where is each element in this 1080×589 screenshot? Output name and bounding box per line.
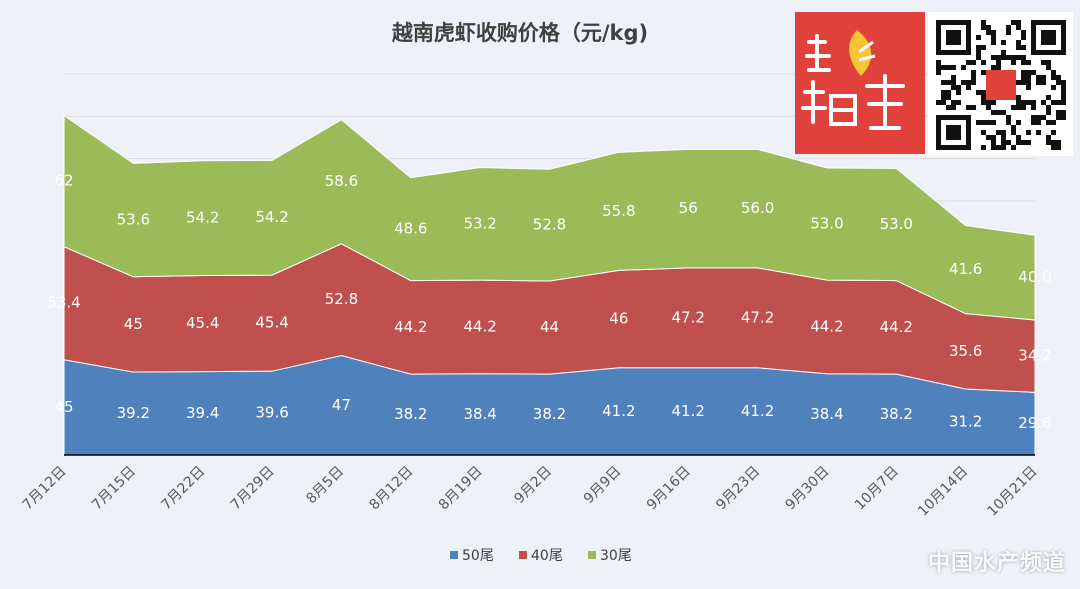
- x-tick-label: 8月5日: [303, 463, 347, 507]
- x-tick-label: 10月14日: [915, 463, 971, 519]
- data-label: 44.2: [463, 317, 496, 335]
- data-label: 29.6: [1018, 414, 1051, 432]
- data-label: 41.2: [741, 402, 774, 420]
- data-label: 39.2: [117, 404, 150, 422]
- area-series: [63, 114, 1036, 456]
- data-label: 38.4: [810, 405, 843, 423]
- data-label: 53.4: [47, 294, 80, 312]
- data-label: 52.8: [533, 216, 566, 234]
- data-label: 45: [54, 398, 73, 416]
- x-axis-ticks: 7月12日 7月15日 7月22日 7月29日 8月5日 8月12日 8月19日 9月2日 9月…: [20, 463, 1041, 519]
- data-label: 53.0: [810, 215, 843, 233]
- legend-swatch: [588, 551, 596, 559]
- data-label: 53.0: [880, 215, 913, 233]
- data-label: 38.4: [463, 405, 496, 423]
- data-label: 53.6: [117, 211, 150, 229]
- data-label: 46: [609, 310, 628, 328]
- x-tick-label: 9月2日: [511, 463, 555, 507]
- x-tick-label: 9月16日: [644, 463, 694, 513]
- fish-logo-icon: [795, 12, 925, 154]
- data-label: 38.2: [394, 405, 427, 423]
- data-label: 56: [679, 199, 698, 217]
- data-label: 41.6: [949, 260, 982, 278]
- legend-swatch: [450, 551, 458, 559]
- x-tick-label: 7月12日: [20, 463, 70, 513]
- x-tick-label: 10月21日: [984, 463, 1040, 519]
- data-label: 38.2: [533, 405, 566, 423]
- data-label: 45: [124, 315, 143, 333]
- data-label: 35.6: [949, 342, 982, 360]
- data-label: 54.2: [255, 208, 288, 226]
- data-label: 56.0: [741, 199, 774, 217]
- data-label: 41.2: [602, 402, 635, 420]
- legend-label: 50尾: [462, 548, 494, 564]
- x-tick-label: 7月15日: [89, 463, 139, 513]
- data-label: 53.2: [463, 214, 496, 232]
- data-label: 44.2: [810, 317, 843, 335]
- data-label: 44: [540, 318, 559, 336]
- chart-title: 越南虎虾收购价格（元/kg): [391, 21, 648, 45]
- data-label: 39.4: [186, 404, 219, 422]
- fish-logo: [795, 12, 925, 154]
- data-label: 54.2: [186, 209, 219, 227]
- x-tick-label: 10月7日: [852, 463, 902, 513]
- data-label: 45.4: [255, 314, 288, 332]
- qr-code-pattern: [936, 20, 1066, 150]
- x-tick-label: 9月9日: [581, 463, 625, 507]
- x-tick-label: 8月19日: [436, 463, 486, 513]
- data-label: 31.2: [949, 412, 982, 430]
- x-tick-label: 9月23日: [713, 463, 763, 513]
- data-label: 41.2: [672, 402, 705, 420]
- x-tick-label: 7月22日: [158, 463, 208, 513]
- legend-label: 40尾: [531, 548, 563, 564]
- watermark: 中国水产频道: [927, 551, 1066, 576]
- data-labels: 45 39.2 39.4 39.6 47 38.2 38.4 38.2 41.2 41.2 41.2…: [47, 172, 1051, 433]
- data-label: 55.8: [602, 202, 635, 220]
- area-30尾: [63, 114, 1036, 321]
- data-label: 47.2: [672, 308, 705, 326]
- qr-code-icon: [928, 12, 1073, 156]
- data-label: 34.2: [1018, 347, 1051, 365]
- data-label: 47.2: [741, 308, 774, 326]
- data-label: 52.8: [325, 290, 358, 308]
- legend-label: 30尾: [600, 548, 632, 564]
- x-tick-label: 9月30日: [783, 463, 833, 513]
- data-label: 39.6: [255, 404, 288, 422]
- legend-swatch: [519, 551, 527, 559]
- data-label: 44.2: [394, 318, 427, 336]
- x-tick-label: 8月12日: [366, 463, 416, 513]
- data-label: 45.4: [186, 314, 219, 332]
- legend: 50尾 40尾 30尾: [450, 548, 632, 564]
- data-label: 38.2: [880, 405, 913, 423]
- data-label: 40.0: [1018, 268, 1051, 286]
- data-label: 44.2: [880, 318, 913, 336]
- data-label: 48.6: [394, 220, 427, 238]
- data-label: 58.6: [325, 172, 358, 190]
- x-tick-label: 7月29日: [228, 463, 278, 513]
- data-label: 47: [332, 396, 351, 414]
- data-label: 62: [54, 172, 73, 190]
